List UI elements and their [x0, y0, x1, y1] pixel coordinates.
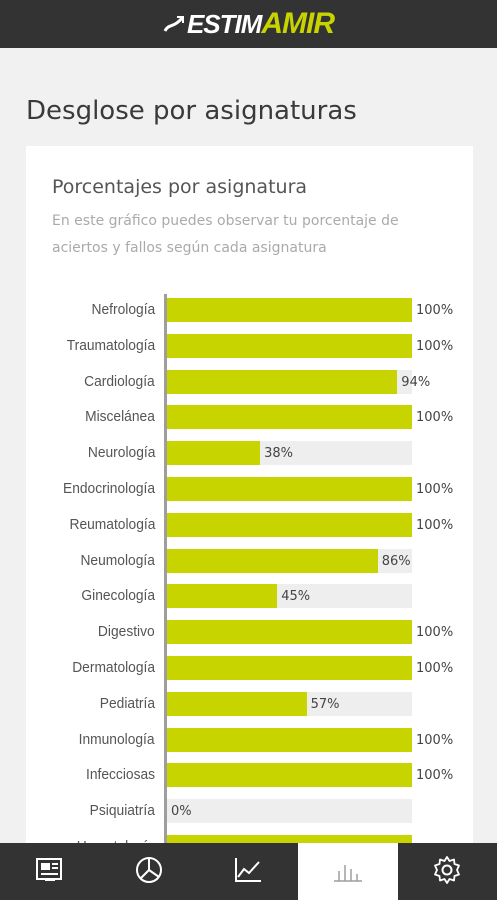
category-label: Digestivo: [98, 623, 155, 641]
bottom-navigation: [0, 843, 497, 900]
category-label: Neumología: [80, 551, 155, 569]
bar: [167, 548, 378, 573]
bar: [167, 512, 412, 537]
line-chart-icon: [233, 856, 263, 888]
chart-row: Neurología 38%: [26, 441, 473, 466]
chart-row: Reumatología 100%: [26, 512, 473, 537]
top-bar: ESTIM AMIR: [0, 0, 497, 48]
bar-track: [167, 333, 412, 358]
bar: [167, 298, 412, 322]
logo-text-amir: AMIR: [261, 7, 335, 40]
value-label: 86%: [381, 553, 411, 569]
value-label: 100%: [416, 338, 454, 354]
chart-row: Nefrología 100%: [26, 298, 473, 322]
value-label: 94%: [401, 374, 431, 390]
bar-chart-icon: [332, 857, 364, 887]
subject-bar-chart[interactable]: Nefrología 100% Traumatología 100% Cardiolog…: [26, 294, 473, 874]
gear-icon: [432, 855, 462, 889]
category-label: Dermatología: [72, 659, 155, 676]
value-label: 45%: [281, 589, 311, 605]
value-label: 0%: [171, 804, 192, 820]
nav-item-pie-chart[interactable]: [99, 843, 198, 900]
bar-track: [167, 477, 412, 501]
bar: [167, 477, 412, 501]
card-title: Porcentajes por asignatura: [52, 176, 308, 198]
bar-track: [167, 405, 412, 430]
category-label: Nefrología: [91, 301, 155, 318]
chart-row: Neumología 86%: [26, 548, 473, 573]
chart-row: Traumatología 100%: [26, 333, 473, 358]
chart-row: Psiquiatría 0%: [26, 799, 473, 824]
value-label: 57%: [310, 696, 340, 712]
chart-row: Digestivo 100%: [26, 620, 473, 645]
chart-row: Miscelánea 100%: [26, 405, 473, 430]
value-label: 100%: [416, 482, 454, 497]
category-label: Ginecología: [81, 587, 155, 605]
chart-row: Endocrinología 100%: [26, 477, 473, 501]
value-label: 100%: [416, 732, 454, 748]
bar: [167, 441, 261, 466]
logo-swoosh-icon: [163, 16, 185, 32]
bar: [167, 691, 307, 716]
newspaper-icon: [35, 857, 65, 887]
page-title: Desglose por asignaturas: [26, 96, 357, 126]
chart-row: Inmunología 100%: [26, 727, 473, 752]
chart-row: Dermatología 100%: [26, 656, 473, 680]
category-label: Endocrinología: [62, 480, 155, 497]
bar: [167, 763, 412, 788]
bar-track: [167, 369, 412, 394]
bar: [167, 727, 412, 752]
nav-item-line-chart[interactable]: [199, 843, 298, 900]
bar-track: [167, 656, 412, 680]
value-label: 100%: [416, 768, 454, 784]
bar-track: [167, 799, 412, 824]
bar: [167, 405, 412, 430]
chart-row: Pediatría 57%: [26, 691, 473, 716]
category-label: Pediatría: [99, 694, 155, 712]
bar-track: [167, 548, 412, 573]
chart-row: Cardiología 94%: [26, 369, 473, 394]
bar-track: [167, 727, 412, 752]
category-label: Cardiología: [84, 372, 155, 390]
bar-track: [167, 512, 412, 537]
bar: [167, 656, 412, 680]
value-label: 100%: [416, 410, 454, 426]
chart-row: Infecciosas 100%: [26, 763, 473, 788]
bar-track: [167, 298, 412, 322]
bar: [167, 333, 412, 358]
value-label: 100%: [416, 303, 454, 318]
app-logo: ESTIM AMIR: [163, 7, 335, 41]
bar: [167, 369, 398, 394]
bar: [167, 584, 278, 609]
category-label: Neurología: [87, 444, 155, 462]
value-label: 100%: [416, 661, 454, 676]
value-label: 38%: [264, 446, 293, 462]
category-label: Traumatología: [66, 336, 155, 354]
category-label: Reumatología: [69, 515, 155, 533]
pie-chart-icon: [134, 855, 164, 889]
bar: [167, 620, 412, 645]
category-label: Inmunología: [79, 730, 155, 748]
category-label: Psiquiatría: [89, 802, 155, 820]
logo-text-estim: ESTIM: [186, 8, 262, 39]
card-subtitle: En este gráfico puedes observar tu porce…: [52, 213, 399, 256]
category-label: Infecciosas: [85, 766, 155, 784]
value-label: 100%: [416, 625, 454, 641]
category-label: Miscelánea: [85, 408, 155, 426]
chart-axis: [164, 294, 167, 874]
nav-item-newspaper[interactable]: [0, 843, 99, 900]
bar-track: [167, 584, 412, 609]
chart-row: Ginecología 45%: [26, 584, 473, 609]
bar-track: [167, 763, 412, 788]
bar-track: [167, 441, 412, 466]
nav-item-gear[interactable]: [398, 843, 497, 900]
bar-track: [167, 691, 412, 716]
nav-item-bar-chart[interactable]: [298, 843, 398, 900]
bar-track: [167, 620, 412, 645]
chart-card: Porcentajes por asignatura En este gráfi…: [26, 146, 473, 874]
value-label: 100%: [416, 517, 454, 533]
